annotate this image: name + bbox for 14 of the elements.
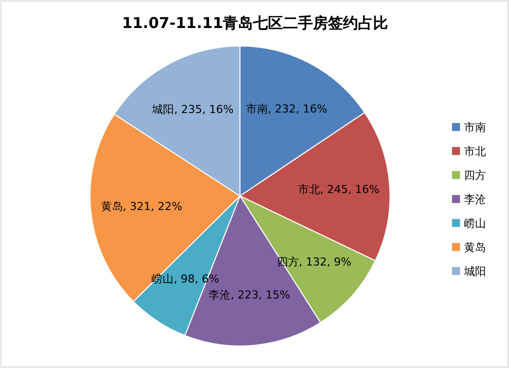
data-label: 市南, 232, 16% (246, 102, 328, 116)
data-label: 黄岛, 321, 22% (100, 200, 182, 214)
data-label: 四方, 132, 9% (276, 256, 352, 269)
data-label: 市北, 245, 16% (298, 182, 380, 196)
legend-label: 四方 (464, 169, 486, 182)
legend-label: 城阳 (463, 265, 486, 278)
data-label: 李沧, 223, 15% (208, 288, 290, 302)
chart-title: 11.07-11.11青岛七区二手房签约占比 (122, 14, 388, 32)
legend-label: 崂山 (464, 217, 486, 230)
legend-label: 市北 (464, 145, 486, 158)
legend-label: 黄岛 (464, 241, 486, 254)
legend-label: 市南 (464, 121, 486, 134)
data-label: 城阳, 235, 16% (151, 102, 234, 116)
legend-label: 李沧 (464, 193, 486, 206)
